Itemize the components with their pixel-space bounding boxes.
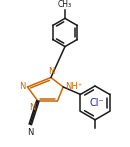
Text: N: N	[30, 103, 36, 112]
Text: Cl⁻: Cl⁻	[90, 98, 104, 108]
Text: N: N	[48, 67, 54, 76]
Text: N: N	[19, 82, 26, 91]
Text: N: N	[27, 128, 33, 137]
Text: CH₃: CH₃	[58, 0, 72, 9]
Text: NH⁺: NH⁺	[65, 82, 82, 91]
